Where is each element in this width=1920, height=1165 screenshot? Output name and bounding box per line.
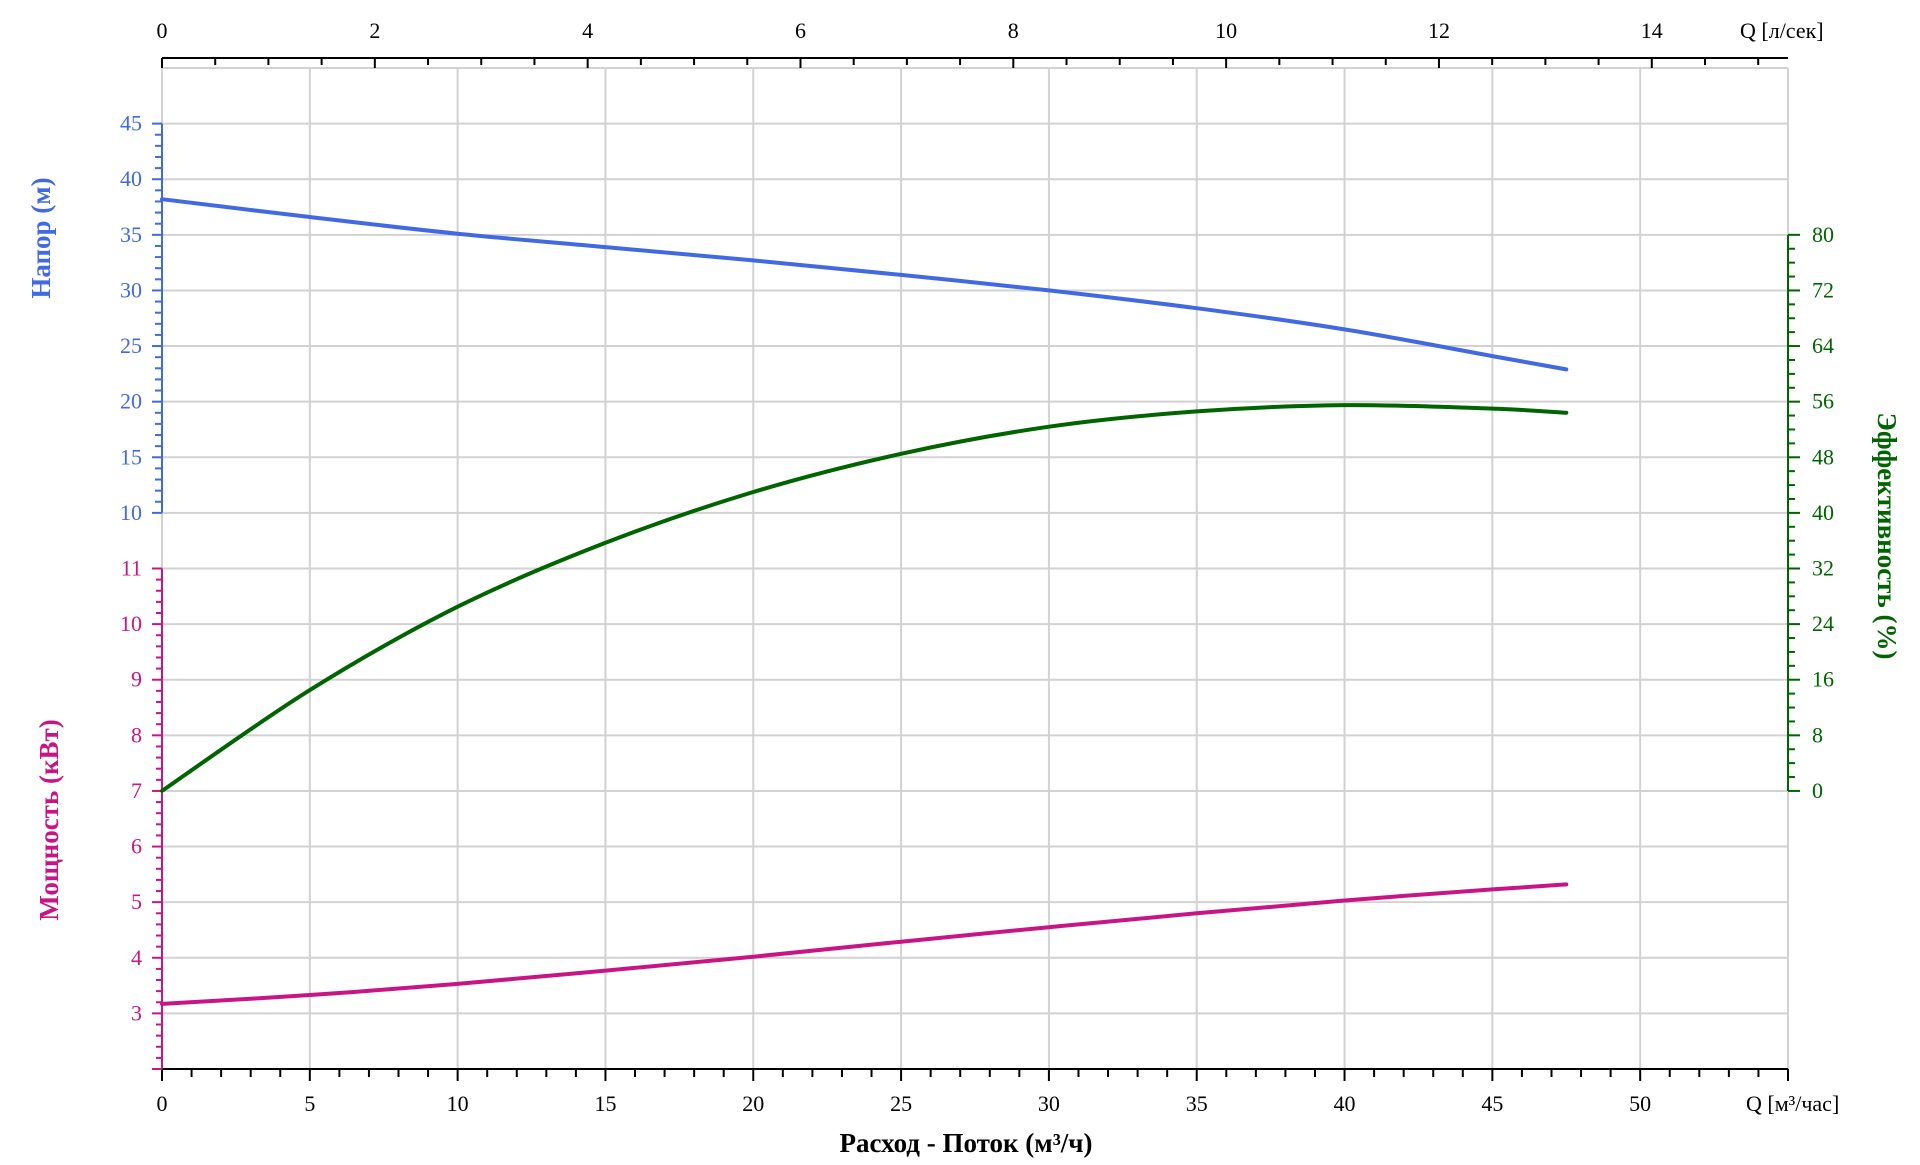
- x-top-tick-label: 10: [1215, 18, 1237, 43]
- power-tick-label: 8: [131, 722, 142, 747]
- head-tick-label: 15: [120, 444, 142, 469]
- x-tick-label: 25: [890, 1091, 912, 1116]
- power-tick-label: 6: [131, 834, 142, 859]
- head-tick-label: 10: [120, 500, 142, 525]
- power-tick-label: 9: [131, 667, 142, 692]
- head-tick-label: 40: [120, 166, 142, 191]
- efficiency-axis-title: Эффективность (%): [1872, 413, 1902, 660]
- x-tick-label: 40: [1334, 1091, 1356, 1116]
- power-tick-label: 4: [131, 945, 142, 970]
- x-top-tick-label: 0: [157, 18, 168, 43]
- power-tick-label: 7: [131, 778, 142, 803]
- x-tick-label: 30: [1038, 1091, 1060, 1116]
- head-tick-label: 30: [120, 277, 142, 302]
- efficiency-tick-label: 0: [1812, 778, 1823, 803]
- x-tick-label: 35: [1186, 1091, 1208, 1116]
- head-curve: [160, 197, 1569, 372]
- power-axis-title: Мощность (кВт): [34, 719, 64, 921]
- efficiency-curve: [160, 403, 1569, 793]
- efficiency-tick-label: 32: [1812, 556, 1834, 581]
- efficiency-tick-label: 16: [1812, 667, 1834, 692]
- power-tick-label: 10: [120, 611, 142, 636]
- efficiency-tick-label: 80: [1812, 222, 1834, 247]
- head-tick-label: 45: [120, 111, 142, 136]
- x-tick-label: 10: [447, 1091, 469, 1116]
- x-tick-label: 5: [304, 1091, 315, 1116]
- x-tick-label: 15: [594, 1091, 616, 1116]
- x-top-tick-label: 4: [582, 18, 593, 43]
- efficiency-tick-label: 64: [1812, 333, 1834, 358]
- x-tick-label: 0: [157, 1091, 168, 1116]
- head-axis-title: Напор (м): [26, 177, 56, 298]
- efficiency-tick-label: 72: [1812, 277, 1834, 302]
- x-top-tick-label: 6: [795, 18, 806, 43]
- x-tick-label: 50: [1629, 1091, 1651, 1116]
- x-axis-title: Расход - Поток (м³/ч): [839, 1128, 1092, 1158]
- x-tick-label: 45: [1481, 1091, 1503, 1116]
- efficiency-tick-label: 56: [1812, 389, 1834, 414]
- x-top-tick-label: 12: [1428, 18, 1450, 43]
- efficiency-tick-label: 48: [1812, 444, 1834, 469]
- power-tick-label: 3: [131, 1000, 142, 1025]
- efficiency-tick-label: 8: [1812, 722, 1823, 747]
- head-tick-label: 20: [120, 389, 142, 414]
- efficiency-tick-label: 24: [1812, 611, 1834, 636]
- head-tick-label: 35: [120, 222, 142, 247]
- power-tick-label: 5: [131, 889, 142, 914]
- x-unit-top: Q [л/сек]: [1740, 18, 1824, 43]
- efficiency-tick-label: 40: [1812, 500, 1834, 525]
- x-top-tick-label: 8: [1008, 18, 1019, 43]
- x-unit-bottom: Q [м³/час]: [1746, 1091, 1839, 1116]
- head-tick-label: 25: [120, 333, 142, 358]
- power-tick-label: 11: [121, 556, 142, 581]
- power-curve: [160, 882, 1569, 1006]
- x-tick-label: 20: [742, 1091, 764, 1116]
- x-top-tick-label: 14: [1641, 18, 1663, 43]
- x-top-tick-label: 2: [369, 18, 380, 43]
